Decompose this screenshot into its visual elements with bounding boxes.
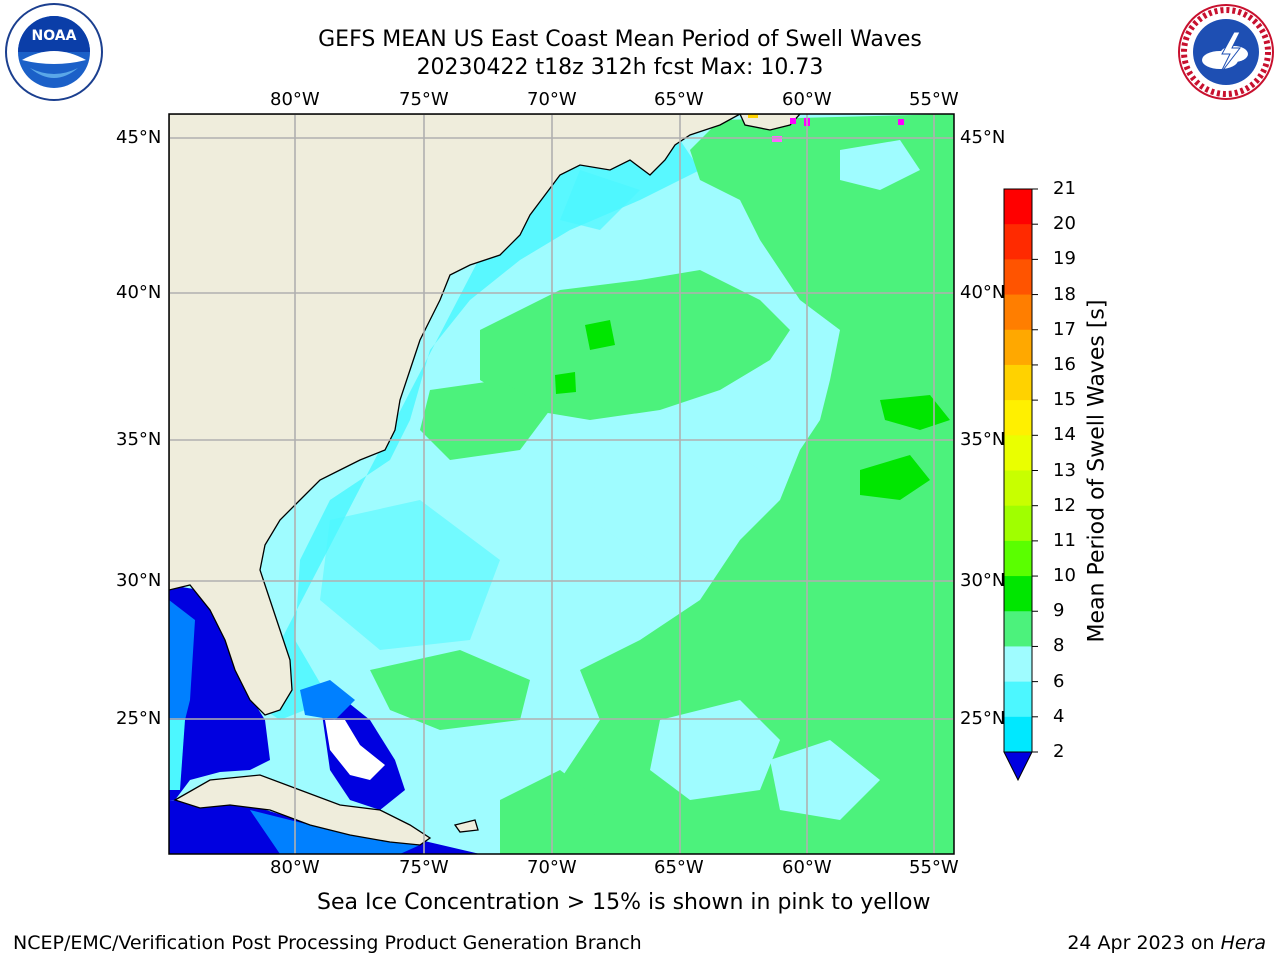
- cyan-hole-4: [770, 740, 880, 820]
- lat-label-right-45n: 45°N: [960, 127, 1006, 148]
- colorbar-segment: [1004, 329, 1032, 366]
- mid-swell-patch: [320, 500, 500, 650]
- cyan-hole-2: [650, 700, 780, 800]
- cyan-hole-1: [590, 430, 760, 560]
- colorbar-tick-label: 18: [1053, 283, 1076, 305]
- lon-label-bottom-80w: 80°W: [270, 857, 320, 878]
- colorbar-tick-label: 11: [1053, 529, 1076, 551]
- darkgreen-patch-3: [585, 320, 615, 350]
- sea-ice-note: Sea Ice Concentration > 15% is shown in …: [317, 890, 931, 915]
- noaa-logo: NOAA: [5, 3, 103, 101]
- green-region-bahamas: [370, 650, 530, 730]
- footer-date: 24 Apr 2023 on Hera: [1067, 932, 1266, 954]
- land-cuba: [173, 774, 432, 846]
- graticule: [169, 114, 954, 854]
- colorbar-segment: [1004, 189, 1032, 225]
- lat-label-left-35n: 35°N: [116, 429, 162, 450]
- colorbar-tick-label: 20: [1053, 213, 1076, 235]
- bahamas-light: [300, 680, 355, 720]
- lat-label-right-35n: 35°N: [960, 429, 1006, 450]
- gulf-cyan: [169, 720, 185, 790]
- noaa-logo-text: NOAA: [32, 28, 77, 44]
- lon-label-top-55w: 55°W: [909, 89, 959, 110]
- lat-label-left-45n: 45°N: [116, 127, 162, 148]
- lon-label-bottom-70w: 70°W: [527, 857, 577, 878]
- colorbar-tick-label: 21: [1053, 178, 1076, 199]
- ice-patch-4: [772, 136, 782, 142]
- colorbar-segment: [1004, 681, 1032, 718]
- lon-label-bottom-65w: 65°W: [654, 857, 704, 878]
- colorbar-tick-label: 19: [1053, 248, 1076, 270]
- footer-date-text: 24 Apr 2023 on: [1067, 932, 1221, 954]
- lon-label-top-65w: 65°W: [654, 89, 704, 110]
- colorbar-tick-label: 17: [1053, 318, 1076, 340]
- colorbar-segment: [1004, 540, 1032, 577]
- lon-label-bottom-55w: 55°W: [909, 857, 959, 878]
- lon-label-bottom-75w: 75°W: [399, 857, 449, 878]
- colorbar-segment: [1004, 435, 1032, 471]
- lat-label-left-40n: 40°N: [116, 282, 162, 303]
- footer-host: Hera: [1220, 932, 1266, 954]
- colorbar-segment: [1004, 611, 1032, 647]
- lat-label-right-40n: 40°N: [960, 282, 1006, 303]
- lon-label-top-60w: 60°W: [782, 89, 832, 110]
- colorbar-tick-label: 13: [1053, 459, 1076, 481]
- green-region-south: [500, 770, 600, 854]
- colorbar-tick-label: 15: [1053, 389, 1076, 411]
- lat-label-left-25n: 25°N: [116, 708, 162, 729]
- lat-label-left-30n: 30°N: [116, 570, 162, 591]
- colorbar-tick-label: 8: [1053, 635, 1065, 657]
- colorbar-segment: [1004, 400, 1032, 436]
- gulf-blue: [169, 585, 270, 800]
- lat-label-right-30n: 30°N: [960, 570, 1006, 591]
- map-frame: [168, 113, 955, 855]
- lat-label-right-25n: 25°N: [960, 708, 1006, 729]
- title-line-1: GEFS MEAN US East Coast Mean Period of S…: [318, 27, 922, 52]
- land-hispaniola: [453, 819, 479, 833]
- colorbar-tick-label: 10: [1053, 565, 1076, 587]
- nws-logo: [1178, 4, 1274, 100]
- colorbar-segment: [1004, 364, 1032, 401]
- coastal-swell-band-2: [560, 170, 640, 230]
- lon-label-top-80w: 80°W: [270, 89, 320, 110]
- colorbar-extend-arrow: [1003, 751, 1033, 782]
- land-north-america: [169, 114, 741, 716]
- colorbar-tick-label: 6: [1053, 670, 1065, 692]
- lon-label-top-70w: 70°W: [527, 89, 577, 110]
- green-region-east: [560, 114, 954, 854]
- map-content: [169, 114, 954, 854]
- cyan-hole-3: [840, 140, 920, 190]
- ice-patch-5: [748, 114, 758, 118]
- colorbar-tick-label: 14: [1053, 424, 1076, 446]
- colorbar-segment: [1004, 646, 1032, 683]
- colorbar-tick-label: 12: [1053, 494, 1076, 516]
- colorbar-tick-label: 4: [1053, 705, 1065, 727]
- ice-patch-3: [898, 119, 904, 125]
- ice-patch-1: [790, 118, 796, 124]
- lon-label-top-75w: 75°W: [399, 89, 449, 110]
- colorbar: [1003, 188, 1038, 782]
- darkgreen-patch-2: [880, 395, 950, 430]
- colorbar-tick-label: 9: [1053, 600, 1065, 622]
- darkgreen-patch-4: [555, 372, 576, 394]
- colorbar-segment: [1004, 716, 1032, 753]
- colorbar-tick-label: 16: [1053, 353, 1076, 375]
- title-line-2: 20230422 t18z 312h fcst Max: 10.73: [416, 55, 824, 80]
- colorbar-tick-label: 2: [1053, 741, 1065, 762]
- footer-branch: NCEP/EMC/Verification Post Processing Pr…: [13, 932, 642, 954]
- colorbar-segment: [1004, 470, 1032, 507]
- colorbar-segment: [1004, 576, 1032, 612]
- lon-label-bottom-60w: 60°W: [782, 857, 832, 878]
- colorbar-label: Mean Period of Swell Waves [s]: [1084, 299, 1110, 643]
- darkgreen-patch-1: [860, 455, 930, 500]
- colorbar-segment: [1004, 294, 1032, 331]
- colorbar-segment: [1004, 505, 1032, 542]
- bahamas-bank: [325, 720, 385, 780]
- colorbar-segment: [1004, 259, 1032, 296]
- colorbar-segment: [1004, 224, 1032, 260]
- caribbean-light: [250, 810, 420, 854]
